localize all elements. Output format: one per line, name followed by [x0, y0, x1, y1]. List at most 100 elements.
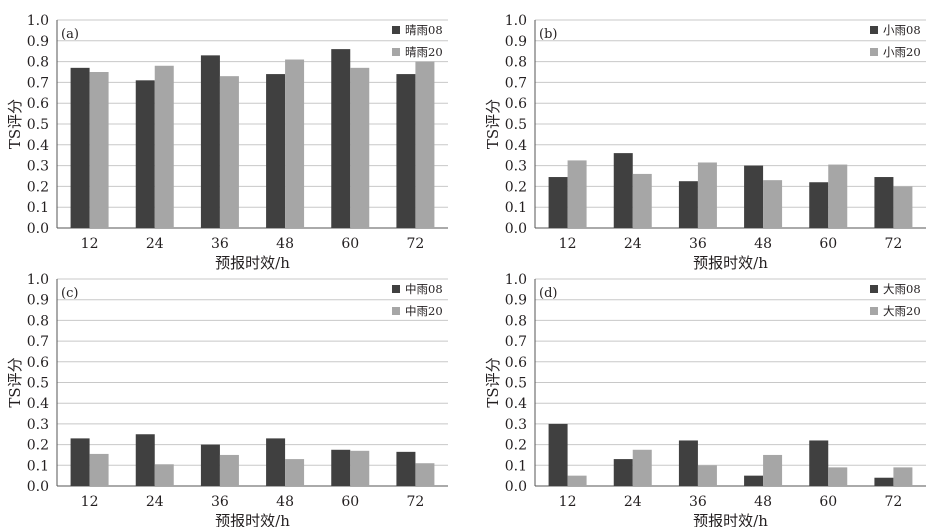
bar-小雨08-24 — [613, 153, 633, 228]
bar-大雨08-24 — [613, 459, 633, 486]
bar-大雨08-72 — [874, 477, 894, 486]
legend-label: 晴雨08 — [405, 23, 443, 37]
bar-中雨20-12 — [89, 453, 109, 486]
y-tick-label: 0.9 — [505, 293, 527, 309]
bar-小雨20-48 — [763, 180, 783, 228]
x-tick-label: 72 — [885, 236, 903, 252]
bar-大雨20-60 — [828, 467, 848, 486]
x-tick-label: 72 — [407, 236, 425, 252]
y-tick-label: 0.4 — [27, 396, 49, 412]
bar-中雨20-60 — [350, 450, 370, 486]
bar-中雨08-12 — [70, 438, 90, 486]
y-tick-label: 0.0 — [505, 221, 527, 237]
bar-中雨08-36 — [200, 444, 220, 486]
x-tick-label: 24 — [146, 236, 164, 252]
y-tick-label: 0.3 — [27, 159, 49, 175]
bar-晴雨20-12 — [89, 72, 109, 228]
x-tick-label: 48 — [754, 494, 772, 510]
bar-小雨08-60 — [809, 182, 829, 228]
bar-晴雨20-24 — [154, 65, 174, 228]
chart-panel-3: 0.0 0.1 0.2 0.3 0.4 0.5 0.6 0.7 0.8 0.9 1.0 12 24 36 4… — [6, 272, 448, 527]
bar-晴雨08-36 — [200, 55, 220, 228]
legend-label: 中雨08 — [405, 282, 443, 296]
legend-label: 大雨08 — [883, 282, 921, 296]
panel-label: (a) — [61, 27, 79, 42]
bar-中雨20-72 — [415, 463, 435, 486]
x-tick-label: 12 — [81, 236, 99, 252]
y-tick-label: 0.5 — [27, 117, 49, 133]
y-axis-title: TS评分 — [6, 99, 24, 149]
y-tick-label: 0.9 — [27, 34, 49, 50]
y-tick-label: 0.5 — [27, 376, 49, 392]
y-tick-label: 0.2 — [505, 438, 527, 454]
legend-label: 小雨08 — [883, 23, 921, 37]
x-tick-label: 48 — [276, 494, 294, 510]
x-tick-label: 72 — [885, 494, 903, 510]
bar-晴雨08-12 — [70, 67, 90, 228]
y-tick-label: 0.7 — [505, 75, 527, 91]
y-tick-label: 0.4 — [505, 396, 527, 412]
y-tick-label: 0.9 — [505, 34, 527, 50]
x-tick-label: 24 — [146, 494, 164, 510]
y-tick-label: 0.6 — [27, 355, 49, 371]
y-tick-label: 0.4 — [27, 138, 49, 154]
bar-小雨08-12 — [548, 177, 568, 228]
x-axis-title: 预报时效/h — [693, 254, 768, 272]
panel-label: (b) — [539, 27, 557, 42]
y-axis-title: TS评分 — [6, 357, 24, 407]
bar-小雨08-36 — [678, 181, 698, 228]
x-tick-label: 12 — [559, 494, 577, 510]
bar-晴雨08-72 — [396, 74, 416, 228]
chart-panel-1: 0.0 0.1 0.2 0.3 0.4 0.5 0.6 0.7 0.8 0.9 1.0 12 24 36 4… — [6, 13, 448, 272]
legend-swatch — [870, 307, 878, 315]
x-tick-label: 48 — [754, 236, 772, 252]
y-tick-label: 0.2 — [27, 438, 49, 454]
x-tick-label: 60 — [341, 236, 359, 252]
x-tick-label: 24 — [624, 494, 642, 510]
y-tick-label: 1.0 — [27, 272, 49, 288]
y-tick-label: 0.0 — [505, 479, 527, 495]
legend-label: 大雨20 — [883, 304, 921, 318]
bar-小雨08-72 — [874, 177, 894, 228]
x-tick-label: 48 — [276, 236, 294, 252]
legend-swatch — [392, 48, 400, 56]
bar-小雨20-36 — [697, 162, 717, 228]
y-tick-label: 0.8 — [505, 313, 527, 329]
y-tick-label: 0.4 — [505, 138, 527, 154]
bar-中雨20-36 — [219, 454, 239, 486]
x-tick-label: 60 — [341, 494, 359, 510]
y-axis-title: TS评分 — [484, 357, 502, 407]
bar-中雨20-48 — [285, 459, 305, 486]
y-tick-label: 0.3 — [505, 159, 527, 175]
bar-晴雨08-48 — [266, 74, 286, 228]
panel-label: (d) — [539, 286, 557, 301]
y-tick-label: 0.8 — [27, 313, 49, 329]
legend-swatch — [870, 26, 878, 34]
bar-晴雨20-48 — [285, 59, 305, 228]
bar-小雨20-60 — [828, 164, 848, 228]
y-tick-label: 0.2 — [27, 179, 49, 195]
y-axis-title: TS评分 — [484, 99, 502, 149]
y-tick-label: 0.7 — [505, 334, 527, 350]
y-tick-label: 1.0 — [27, 13, 49, 29]
bar-小雨20-24 — [632, 173, 652, 228]
y-tick-label: 1.0 — [505, 13, 527, 29]
panel-label: (c) — [61, 286, 78, 301]
x-tick-label: 36 — [211, 494, 229, 510]
y-tick-label: 0.9 — [27, 293, 49, 309]
bar-晴雨20-36 — [219, 76, 239, 228]
y-tick-label: 0.3 — [27, 417, 49, 433]
bar-中雨08-60 — [331, 449, 351, 486]
bar-大雨20-72 — [893, 467, 913, 486]
bar-中雨08-72 — [396, 451, 416, 486]
bar-晴雨20-72 — [415, 61, 435, 228]
x-tick-label: 36 — [689, 494, 707, 510]
x-axis-title: 预报时效/h — [215, 254, 290, 272]
legend-label: 小雨20 — [883, 45, 921, 59]
y-tick-label: 0.7 — [27, 75, 49, 91]
y-tick-label: 0.0 — [27, 221, 49, 237]
bar-中雨08-48 — [266, 438, 286, 486]
y-tick-label: 0.3 — [505, 417, 527, 433]
chart-panel-4: 0.0 0.1 0.2 0.3 0.4 0.5 0.6 0.7 0.8 0.9 1.0 12 24 36 4… — [484, 272, 926, 527]
